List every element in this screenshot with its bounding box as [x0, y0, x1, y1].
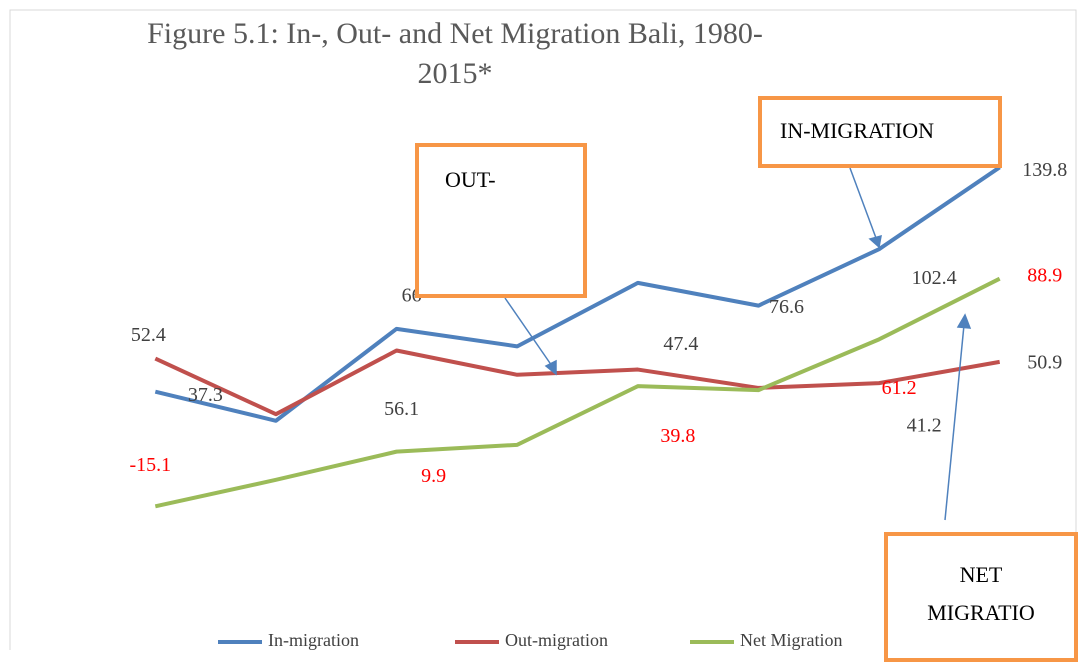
data-label: 76.6 [769, 296, 804, 318]
chart-border [9, 9, 1077, 650]
callout: OUT- [415, 143, 587, 298]
data-label: 139.8 [1022, 159, 1067, 181]
data-label: -15.1 [129, 454, 171, 476]
data-label: 50.9 [1027, 351, 1062, 373]
legend-label: Net Migration [740, 630, 842, 650]
series-line [154, 348, 1001, 417]
data-label: 39.8 [660, 425, 695, 447]
data-label: 56.1 [384, 398, 419, 420]
arrows [504, 167, 972, 521]
legend-label: Out-migration [505, 630, 608, 650]
chart-title: Figure 5.1: In-, Out- and Net Migration … [147, 17, 763, 90]
data-label: 52.4 [131, 324, 166, 346]
data-label: 102.4 [912, 267, 957, 289]
series-line [154, 276, 1001, 509]
data-label: 88.9 [1027, 264, 1062, 286]
callout: NET MIGRATIO [884, 532, 1078, 662]
data-label: 37.3 [188, 384, 223, 406]
data-label: 9.9 [421, 465, 446, 487]
data-label: 41.2 [907, 415, 942, 437]
data-label: 61.2 [882, 377, 917, 399]
legend-label: In-migration [268, 630, 359, 650]
callout: IN-MIGRATION [758, 96, 1002, 168]
data-label: 47.4 [663, 333, 698, 355]
